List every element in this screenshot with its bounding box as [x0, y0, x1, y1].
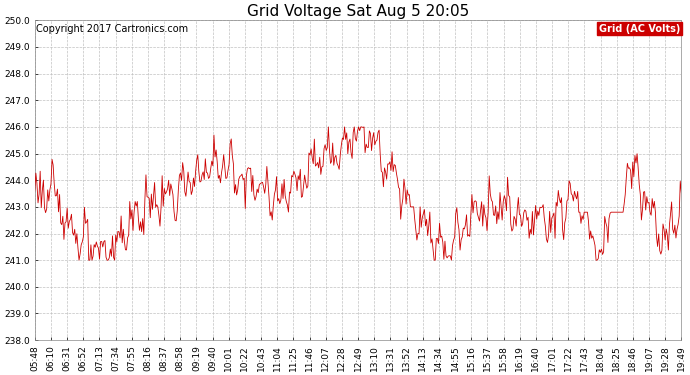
Text: Grid (AC Volts): Grid (AC Volts) — [599, 24, 680, 33]
Text: Copyright 2017 Cartronics.com: Copyright 2017 Cartronics.com — [36, 24, 188, 33]
Title: Grid Voltage Sat Aug 5 20:05: Grid Voltage Sat Aug 5 20:05 — [247, 4, 469, 19]
